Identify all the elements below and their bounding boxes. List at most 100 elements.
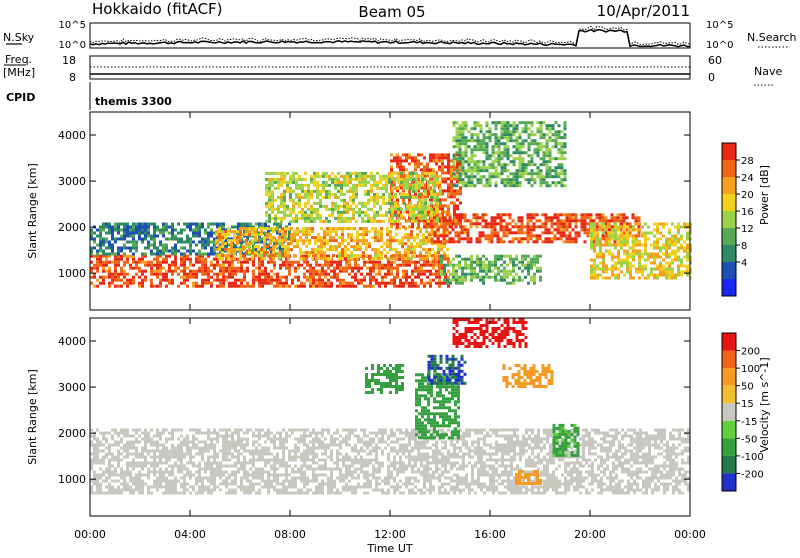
power-echo-cell	[494, 234, 497, 237]
power-echo-cell	[537, 148, 540, 151]
power-echo-cell	[429, 264, 432, 267]
power-echo-cell	[258, 223, 261, 226]
power-echo-cell	[384, 264, 387, 267]
power-echo-cell	[423, 168, 426, 171]
power-echo-cell	[479, 237, 482, 240]
power-echo-cell	[276, 279, 279, 282]
power-echo-cell	[215, 233, 218, 236]
power-echo-cell	[352, 193, 355, 196]
power-echo-cell	[268, 205, 271, 208]
power-echo-cell	[495, 124, 498, 127]
velocity-echo-cell	[162, 432, 165, 435]
power-colorbar-swatch	[722, 279, 736, 296]
power-echo-cell	[207, 279, 210, 282]
velocity-echo-cell	[111, 429, 114, 432]
power-echo-cell	[352, 190, 355, 193]
power-echo-cell	[153, 223, 156, 226]
power-echo-cell	[543, 163, 546, 166]
power-echo-cell	[204, 273, 207, 276]
power-echo-cell	[378, 285, 381, 288]
power-echo-cell	[219, 264, 222, 267]
power-echo-cell	[362, 251, 365, 254]
power-echo-cell	[319, 214, 322, 217]
power-echo-cell	[614, 256, 617, 259]
power-echo-cell	[483, 151, 486, 154]
power-echo-cell	[620, 235, 623, 238]
power-echo-cell	[459, 127, 462, 130]
power-echo-cell	[554, 216, 557, 219]
power-echo-cell	[339, 282, 342, 285]
power-echo-cell	[525, 124, 528, 127]
power-echo-cell	[608, 250, 611, 253]
power-echo-cell	[135, 264, 138, 267]
power-echo-cell	[231, 276, 234, 279]
power-echo-cell	[270, 270, 273, 273]
power-echo-cell	[428, 248, 431, 251]
velocity-echo-cell	[96, 489, 99, 492]
power-echo-cell	[276, 285, 279, 288]
velocity-echo-cell	[162, 429, 165, 432]
power-echo-cell	[527, 270, 530, 273]
power-echo-cell	[485, 276, 488, 279]
power-echo-cell	[126, 241, 129, 244]
power-echo-cell	[474, 169, 477, 172]
power-echo-cell	[575, 219, 578, 222]
power-echo-cell	[650, 256, 653, 259]
power-echo-cell	[293, 239, 296, 242]
velocity-echo-cell	[153, 483, 156, 486]
velocity-echo-cell	[138, 492, 141, 495]
power-echo-cell	[385, 175, 388, 178]
power-ylabel: Slant Range [km]	[26, 163, 39, 259]
power-echo-cell	[491, 216, 494, 219]
power-echo-cell	[207, 253, 210, 256]
power-echo-cell	[255, 279, 258, 282]
power-echo-cell	[429, 279, 432, 282]
power-echo-cell	[402, 153, 405, 156]
power-echo-cell	[289, 190, 292, 193]
power-echo-cell	[479, 222, 482, 225]
power-echo-cell	[555, 166, 558, 169]
power-echo-cell	[641, 274, 644, 277]
power-echo-cell	[171, 235, 174, 238]
power-echo-cell	[629, 262, 632, 265]
power-echo-cell	[258, 273, 261, 276]
power-echo-cell	[192, 232, 195, 235]
power-echo-cell	[524, 225, 527, 228]
power-echo-cell	[590, 229, 593, 232]
power-echo-cell	[458, 237, 461, 240]
power-echo-cell	[584, 219, 587, 222]
power-echo-cell	[99, 238, 102, 241]
power-echo-cell	[351, 285, 354, 288]
velocity-echo-cell	[105, 432, 108, 435]
power-echo-cell	[428, 240, 431, 243]
power-echo-cell	[500, 237, 503, 240]
power-echo-cell	[674, 277, 677, 280]
power-echo-cell	[494, 225, 497, 228]
power-echo-cell	[558, 136, 561, 139]
power-echo-cell	[564, 157, 567, 160]
power-echo-cell	[198, 223, 201, 226]
velocity-echo-cell	[114, 468, 117, 471]
power-echo-cell	[345, 285, 348, 288]
power-echo-cell	[596, 277, 599, 280]
power-echo-cell	[427, 208, 430, 211]
power-echo-cell	[216, 264, 219, 267]
power-echo-cell	[653, 259, 656, 262]
power-echo-cell	[455, 219, 458, 222]
power-echo-cell	[102, 241, 105, 244]
power-echo-cell	[435, 225, 438, 228]
power-echo-cell	[303, 285, 306, 288]
power-echo-cell	[557, 213, 560, 216]
power-echo-cell	[524, 264, 527, 267]
power-echo-cell	[593, 259, 596, 262]
power-echo-cell	[401, 245, 404, 248]
power-echo-cell	[310, 193, 313, 196]
power-echo-cell	[665, 238, 668, 241]
power-echo-cell	[537, 127, 540, 130]
power-echo-cell	[470, 225, 473, 228]
power-echo-cell	[554, 213, 557, 216]
power-echo-cell	[394, 202, 397, 205]
power-echo-cell	[295, 193, 298, 196]
power-echo-cell	[629, 277, 632, 280]
power-echo-cell	[513, 139, 516, 142]
